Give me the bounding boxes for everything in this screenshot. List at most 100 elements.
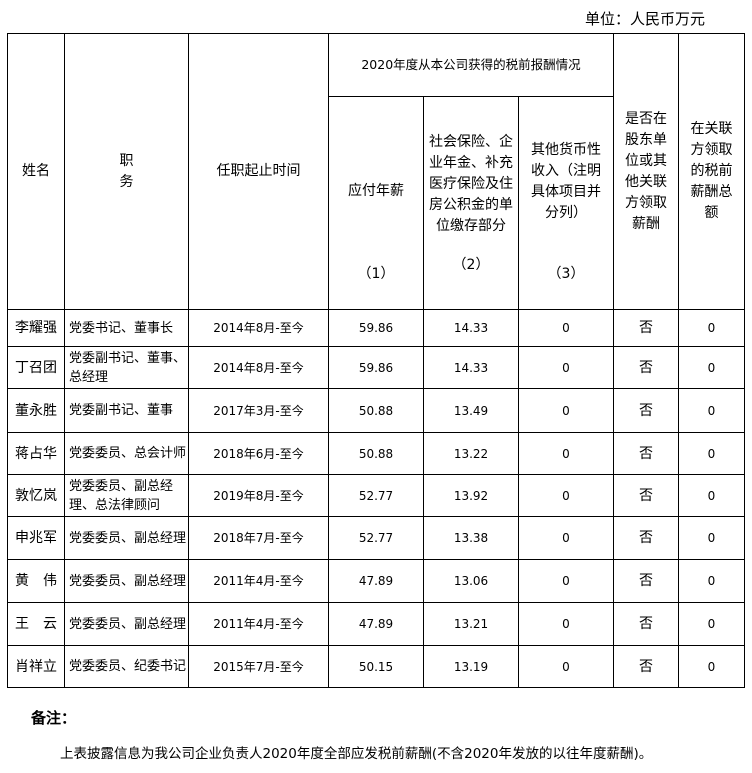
- cell-other: 0: [518, 309, 614, 347]
- cell-tenure: 2019年8月-至今: [188, 474, 329, 517]
- header-position: 职务: [64, 33, 189, 310]
- cell-tenure: 2011年4月-至今: [188, 602, 329, 646]
- compensation-table: 姓名 职务 任职起止时间 2020年度从本公司获得的税前报酬情况 是否在股东单位…: [7, 33, 745, 688]
- cell-other: 0: [518, 516, 614, 560]
- cell-related: 0: [678, 309, 745, 347]
- cell-salary: 50.15: [328, 645, 424, 688]
- cell-position: 党委书记、董事长: [64, 309, 189, 347]
- table-row: 肖祥立 党委委员、纪委书记 2015年7月-至今 50.15 13.19 0 否 0: [7, 645, 745, 688]
- unit-label: 单位：人民币万元: [585, 10, 706, 28]
- cell-related: 0: [678, 346, 745, 389]
- cell-shareholder: 否: [613, 309, 679, 347]
- cell-name: 黄 伟: [7, 559, 65, 603]
- cell-social: 13.19: [423, 645, 519, 688]
- cell-name: 丁召团: [7, 346, 65, 389]
- cell-salary: 47.89: [328, 559, 424, 603]
- cell-shareholder: 否: [613, 516, 679, 560]
- other-label: 其他货币性收入（注明具体项目并分列）: [531, 141, 601, 221]
- annual-salary-number: （1）: [357, 266, 395, 282]
- cell-shareholder: 否: [613, 602, 679, 646]
- cell-other: 0: [518, 602, 614, 646]
- cell-shareholder: 否: [613, 388, 679, 433]
- header-annual-salary: 应付年薪 （1）: [328, 96, 424, 310]
- table-row: 敦忆岚 党委委员、副总经理、总法律顾问 2019年8月-至今 52.77 13.92 0 否…: [7, 474, 745, 517]
- cell-shareholder: 否: [613, 474, 679, 517]
- table-row: 李耀强 党委书记、董事长 2014年8月-至今 59.86 14.33 0 否 0: [7, 309, 745, 347]
- cell-shareholder: 否: [613, 346, 679, 389]
- cell-shareholder: 否: [613, 432, 679, 475]
- cell-name: 蒋占华: [7, 432, 65, 475]
- cell-position: 党委委员、副总经理: [64, 516, 189, 560]
- table-row: 蒋占华 党委委员、总会计师 2018年6月-至今 50.88 13.22 0 否 0: [7, 432, 745, 475]
- table-row: 申兆军 党委委员、副总经理 2018年7月-至今 52.77 13.38 0 否 0: [7, 516, 745, 560]
- cell-social: 14.33: [423, 309, 519, 347]
- table-row: 丁召团 党委副书记、董事、总经理 2014年8月-至今 59.86 14.33 0 否 0: [7, 346, 745, 389]
- cell-position: 党委委员、副总经理: [64, 602, 189, 646]
- cell-name: 敦忆岚: [7, 474, 65, 517]
- cell-other: 0: [518, 388, 614, 433]
- cell-position: 党委委员、副总经理、总法律顾问: [64, 474, 189, 517]
- social-label: 社会保险、企业年金、补充医疗保险及住房公积金的单位缴存部分: [429, 134, 513, 234]
- cell-salary: 59.86: [328, 309, 424, 347]
- cell-name: 李耀强: [7, 309, 65, 347]
- cell-shareholder: 否: [613, 559, 679, 603]
- cell-tenure: 2018年7月-至今: [188, 516, 329, 560]
- cell-related: 0: [678, 388, 745, 433]
- cell-tenure: 2014年8月-至今: [188, 346, 329, 389]
- cell-other: 0: [518, 432, 614, 475]
- cell-salary: 50.88: [328, 388, 424, 433]
- cell-name: 申兆军: [7, 516, 65, 560]
- cell-name: 王 云: [7, 602, 65, 646]
- cell-other: 0: [518, 645, 614, 688]
- cell-related: 0: [678, 559, 745, 603]
- annual-salary-label: 应付年薪: [348, 183, 404, 199]
- cell-tenure: 2014年8月-至今: [188, 309, 329, 347]
- cell-social: 13.38: [423, 516, 519, 560]
- table-row: 黄 伟党委委员、副总经理 2011年4月-至今 47.89 13.06 0 否 0: [7, 559, 745, 603]
- cell-social: 13.22: [423, 432, 519, 475]
- header-shareholder: 是否在股东单位或其他关联方领取薪酬: [613, 33, 679, 310]
- cell-tenure: 2015年7月-至今: [188, 645, 329, 688]
- cell-position: 党委委员、总会计师: [64, 432, 189, 475]
- cell-salary: 47.89: [328, 602, 424, 646]
- cell-position: 党委委员、纪委书记: [64, 645, 189, 688]
- cell-social: 13.49: [423, 388, 519, 433]
- cell-related: 0: [678, 645, 745, 688]
- table-row: 董永胜 党委副书记、董事 2017年3月-至今 50.88 13.49 0 否 0: [7, 388, 745, 433]
- cell-other: 0: [518, 346, 614, 389]
- cell-tenure: 2017年3月-至今: [188, 388, 329, 433]
- cell-salary: 59.86: [328, 346, 424, 389]
- other-number: （3）: [547, 265, 585, 282]
- cell-social: 13.92: [423, 474, 519, 517]
- cell-tenure: 2011年4月-至今: [188, 559, 329, 603]
- cell-related: 0: [678, 602, 745, 646]
- social-number: （2）: [452, 257, 490, 273]
- cell-other: 0: [518, 474, 614, 517]
- header-social: 社会保险、企业年金、补充医疗保险及住房公积金的单位缴存部分 （2）: [423, 96, 519, 310]
- header-other: 其他货币性收入（注明具体项目并分列） （3）: [518, 96, 614, 310]
- cell-salary: 50.88: [328, 432, 424, 475]
- cell-social: 13.21: [423, 602, 519, 646]
- cell-related: 0: [678, 516, 745, 560]
- cell-position: 党委委员、副总经理: [64, 559, 189, 603]
- cell-tenure: 2018年6月-至今: [188, 432, 329, 475]
- cell-name: 肖祥立: [7, 645, 65, 688]
- note-text: 上表披露信息为我公司企业负责人2020年度全部应发税前薪酬(不含2020年发放的…: [60, 746, 653, 762]
- header-tenure: 任职起止时间: [188, 33, 329, 310]
- cell-shareholder: 否: [613, 645, 679, 688]
- cell-social: 14.33: [423, 346, 519, 389]
- cell-salary: 52.77: [328, 516, 424, 560]
- cell-position: 党委副书记、董事: [64, 388, 189, 433]
- cell-related: 0: [678, 474, 745, 517]
- header-related-total: 在关联方领取的税前薪酬总额: [678, 33, 745, 310]
- cell-position: 党委副书记、董事、总经理: [64, 346, 189, 389]
- cell-salary: 52.77: [328, 474, 424, 517]
- cell-related: 0: [678, 432, 745, 475]
- note-title: 备注：: [31, 709, 77, 727]
- cell-other: 0: [518, 559, 614, 603]
- cell-social: 13.06: [423, 559, 519, 603]
- header-name: 姓名: [7, 33, 65, 310]
- table-row: 王 云党委委员、副总经理 2011年4月-至今 47.89 13.21 0 否 0: [7, 602, 745, 646]
- cell-name: 董永胜: [7, 388, 65, 433]
- header-group: 2020年度从本公司获得的税前报酬情况: [328, 33, 614, 97]
